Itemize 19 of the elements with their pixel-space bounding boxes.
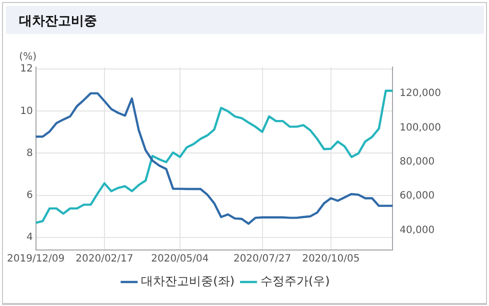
y-tick-label: 4 (26, 232, 33, 243)
y-tick-label: 10 (20, 106, 33, 117)
y2-tick-label: 80,000 (400, 156, 435, 168)
y2-tick-label: 100,000 (400, 122, 442, 134)
x-tick-label: 2020/10/05 (302, 254, 360, 265)
x-tick-label: 2020/05/04 (151, 254, 209, 265)
legend-label: 수정주가(우) (260, 274, 330, 288)
y2-tick-label: 120,000 (400, 88, 442, 100)
chart-title: 대차잔고비중 (19, 13, 97, 30)
x-tick-label: 2020/02/17 (76, 254, 134, 265)
y2-tick-label: 40,000 (400, 224, 435, 236)
legend-label: 대차잔고비중(좌) (141, 274, 235, 288)
y-axis-title: (%) (19, 52, 37, 63)
y-tick-label: 12 (20, 64, 33, 75)
y-tick-label: 8 (26, 148, 33, 159)
x-tick-label: 2020/07/27 (233, 254, 292, 265)
x-tick-label: 2019/12/09 (7, 254, 65, 265)
y-tick-label: 6 (26, 190, 33, 201)
y2-tick-label: 60,000 (400, 190, 435, 202)
